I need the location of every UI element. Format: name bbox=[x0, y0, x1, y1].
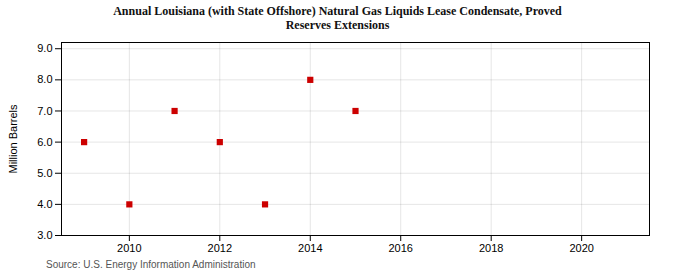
svg-text:7.0: 7.0 bbox=[37, 105, 52, 117]
svg-text:2018: 2018 bbox=[479, 242, 503, 254]
svg-text:6.0: 6.0 bbox=[37, 136, 52, 148]
svg-text:4.0: 4.0 bbox=[37, 198, 52, 210]
svg-text:5.0: 5.0 bbox=[37, 167, 52, 179]
svg-text:3.0: 3.0 bbox=[37, 229, 52, 241]
html-text:Source: U.S. Energy Informatio: Source: U.S. Energy Information Administ… bbox=[46, 259, 256, 270]
svg-text:2020: 2020 bbox=[569, 242, 593, 254]
svg-text:2014: 2014 bbox=[298, 242, 322, 254]
svg-text:Million Barrels: Million Barrels bbox=[7, 104, 19, 174]
svg-text:2012: 2012 bbox=[208, 242, 232, 254]
svg-text:9.0: 9.0 bbox=[37, 42, 52, 54]
svg-text:8.0: 8.0 bbox=[37, 73, 52, 85]
html-text:Annual Louisiana (with State O: Annual Louisiana (with State Offshore) N… bbox=[113, 4, 562, 32]
svg-text:2016: 2016 bbox=[388, 242, 412, 254]
svg-text:2010: 2010 bbox=[117, 242, 141, 254]
